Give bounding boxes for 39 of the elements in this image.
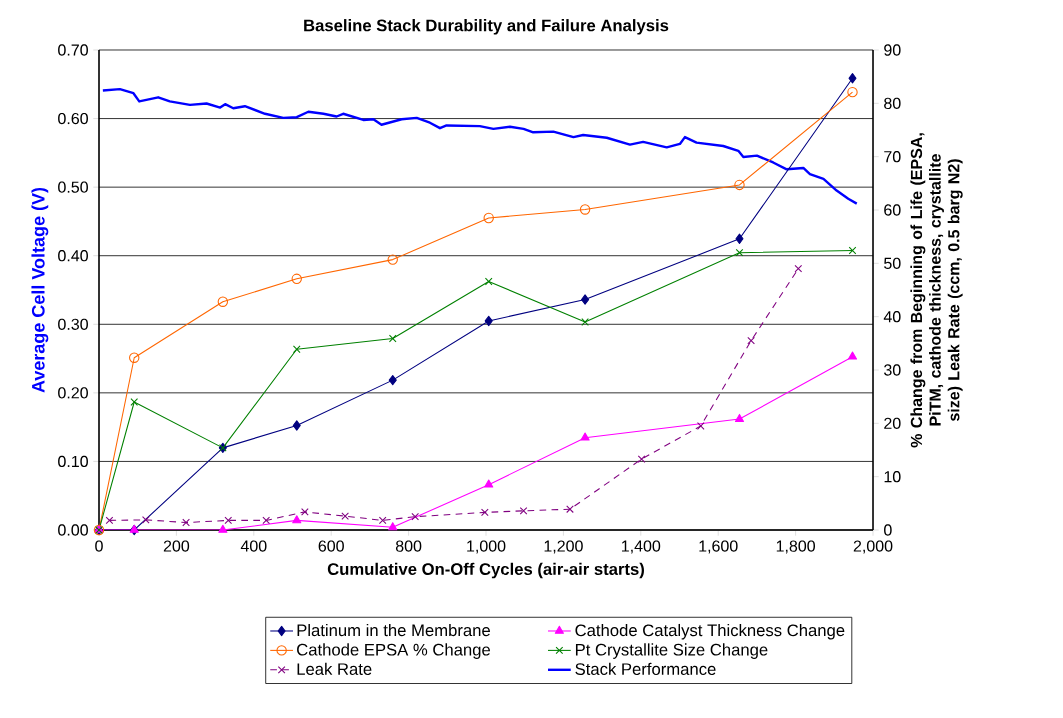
y2-tick-label: 10 (884, 471, 901, 483)
y2-tick-label: 50 (884, 257, 901, 269)
y-tick-label: 0.60 (58, 112, 88, 125)
y-tick-label: 0.50 (58, 181, 88, 193)
x-tick-label: 2,000 (853, 540, 893, 554)
y2-tick-label: 0 (884, 524, 892, 536)
y-tick-label: 0.40 (58, 250, 88, 262)
legend-label: Stack Performance (575, 662, 716, 676)
y2-tick-label: 30 (884, 364, 901, 376)
x-tick-label: 600 (318, 540, 344, 552)
y-tick-label: 0.10 (58, 455, 88, 468)
legend-label: Platinum in the Membrane (297, 623, 490, 637)
y-tick-label: 0.20 (58, 387, 88, 399)
y2-tick-label: 20 (884, 417, 901, 429)
x-tick-label: 1,200 (544, 540, 583, 554)
chart-title: Baseline Stack Durability and Failure Analysis (304, 19, 669, 35)
y2-tick-label: 40 (883, 311, 901, 323)
legend-label: Leak Rate (297, 662, 372, 676)
x-tick-label: 1,400 (622, 540, 661, 554)
legend-label: Cathode EPSA % Change (297, 643, 491, 659)
legend-label: Cathode Catalyst Thickness Change (575, 623, 845, 640)
y-tick-label: 0.70 (58, 44, 88, 56)
x-tick-label: 0 (95, 540, 103, 552)
x-tick-label: 1,000 (467, 540, 506, 554)
x-tick-label: 800 (395, 540, 422, 552)
x-tick-label: 1,600 (699, 540, 738, 554)
legend-label: Pt Crystallite Size Change (575, 643, 768, 659)
y2-tick-label: 70 (884, 151, 901, 163)
y-tick-label: 0.30 (58, 318, 88, 330)
y2-tick-label: 60 (884, 204, 901, 216)
y2-axis-title: % Change from Beginning of Life (EPSA, PiTM, cathode thickness, crystallite size) Leak Rate (ccm, 0.5 barg N2) (910, 133, 963, 448)
x-tick-label: 200 (163, 540, 190, 552)
x-tick-label: 400 (240, 540, 267, 552)
x-tick-label: 1,800 (776, 540, 815, 554)
y2-tick-label: 80 (884, 97, 901, 109)
y2-tick-label: 90 (884, 44, 901, 56)
y-axis-title: Average Cell Voltage (V) (31, 187, 49, 393)
y-tick-label: 0.00 (58, 524, 88, 536)
x-axis-title: Cumulative On-Off Cycles (air-air starts) (327, 562, 644, 579)
